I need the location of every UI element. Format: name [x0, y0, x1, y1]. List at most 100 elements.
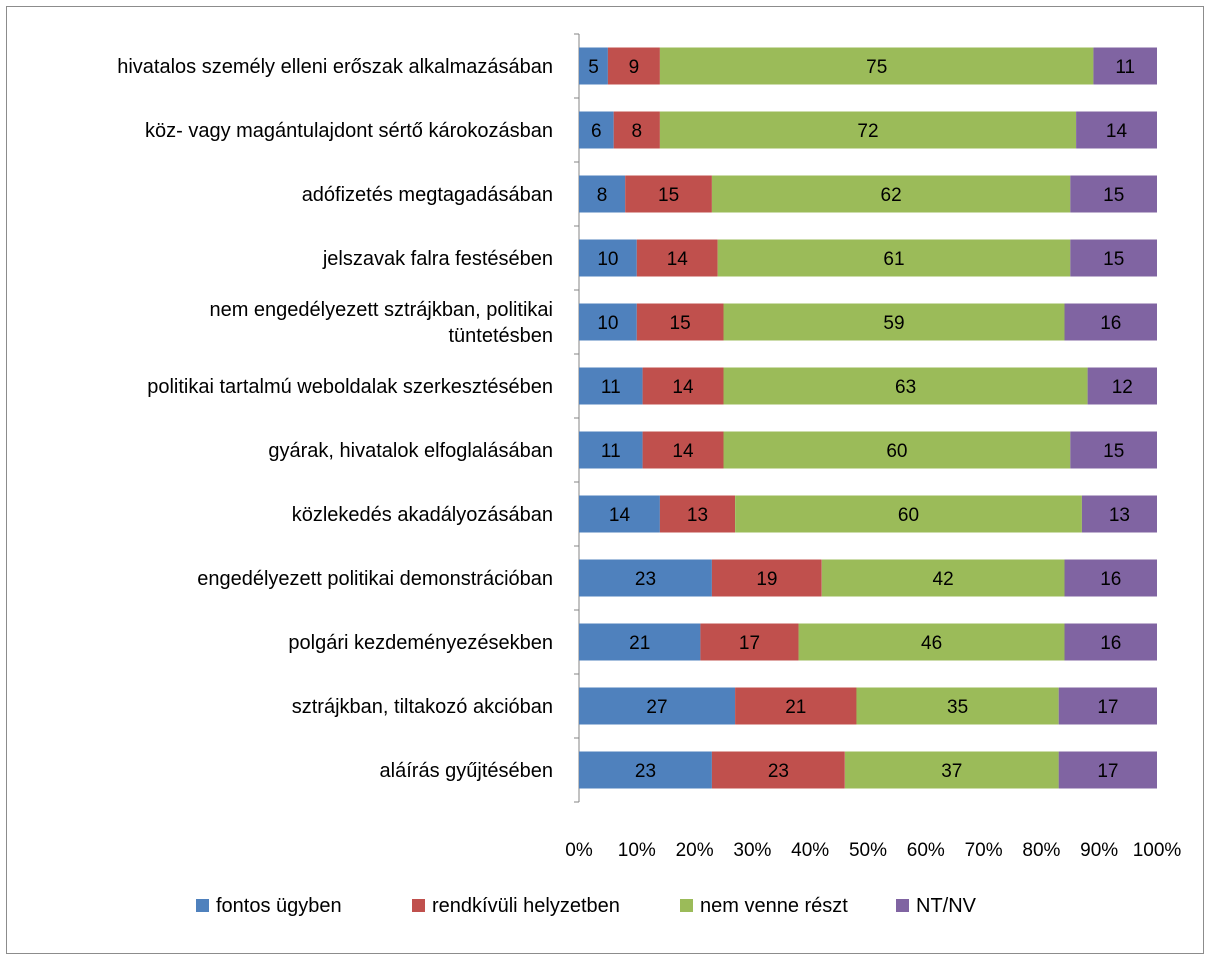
category-label-line: aláírás gyűjtésében — [380, 760, 553, 782]
category-label: hivatalos személy elleni erőszak alkalma… — [117, 56, 553, 78]
data-label: 15 — [1103, 249, 1124, 270]
bar-segment — [723, 367, 1088, 405]
data-label: 11 — [1115, 57, 1135, 78]
bar-segment — [717, 239, 1071, 277]
bar-segment — [579, 687, 736, 725]
category-label: közlekedés akadályozásában — [292, 504, 553, 526]
data-label: 14 — [667, 249, 689, 270]
bar-segment — [607, 47, 660, 85]
bar-segment — [659, 111, 1077, 149]
category-label-line: nem engedélyezett sztrájkban, politikai — [209, 299, 553, 321]
bar-segment — [844, 751, 1059, 789]
category-label-line: politikai tartalmú weboldalak szerkeszté… — [147, 376, 553, 398]
bar-segment — [579, 111, 614, 149]
data-label: 23 — [768, 761, 789, 782]
category-label: gyárak, hivatalok elfoglalásában — [268, 440, 553, 462]
bar-segment — [579, 495, 660, 533]
category-label: jelszavak falra festésében — [322, 248, 553, 270]
bar-segment — [625, 175, 712, 213]
x-tick-label: 10% — [618, 840, 656, 861]
x-tick-label: 50% — [849, 840, 887, 861]
x-tick-labels: 0% 10% 20% 30% 40% 50% 60% 70% 80% 90% 100% — [565, 840, 1181, 861]
bar-segment — [711, 751, 845, 789]
bar-segment — [636, 303, 724, 341]
data-label: 14 — [1106, 121, 1128, 142]
bar-segment — [1081, 495, 1157, 533]
data-label: 17 — [1097, 697, 1118, 718]
data-label: 10 — [597, 249, 618, 270]
bar-segment — [1058, 687, 1157, 725]
legend-label: nem venne részt — [700, 895, 848, 917]
bar-segment — [735, 687, 857, 725]
x-tick-label: 100% — [1133, 840, 1182, 861]
bar-segment — [579, 47, 608, 85]
category-label-line: polgári kezdeményezésekben — [288, 632, 553, 654]
data-label: 13 — [687, 505, 708, 526]
bar-segment — [1070, 239, 1157, 277]
bar-segment — [1087, 367, 1157, 405]
bar-segment — [659, 47, 1094, 85]
bar-segment — [579, 175, 626, 213]
data-label: 15 — [670, 313, 691, 334]
data-label: 9 — [629, 57, 640, 78]
data-label: 37 — [941, 761, 962, 782]
data-label: 27 — [646, 697, 667, 718]
data-label: 35 — [947, 697, 968, 718]
category-label-line: jelszavak falra festésében — [322, 248, 553, 270]
category-label: adófizetés megtagadásában — [302, 184, 553, 206]
bar-segment — [1093, 47, 1157, 85]
data-label: 60 — [898, 505, 919, 526]
bar-segment — [642, 431, 724, 469]
data-label: 11 — [601, 377, 621, 398]
x-tick-label: 30% — [733, 840, 771, 861]
category-label-line: tüntetésben — [448, 325, 553, 347]
data-label: 15 — [658, 185, 679, 206]
legend-label: rendkívüli helyzetben — [432, 895, 620, 917]
x-tick-label: 90% — [1080, 840, 1118, 861]
bar-segment — [579, 239, 637, 277]
data-label: 6 — [591, 121, 602, 142]
bar-segment — [642, 367, 724, 405]
data-label: 8 — [632, 121, 643, 142]
category-label: polgári kezdeményezésekben — [288, 632, 553, 654]
data-label: 15 — [1103, 185, 1124, 206]
bar-segment — [1058, 751, 1157, 789]
category-label: engedélyezett politikai demonstrációban — [197, 568, 553, 590]
data-label: 21 — [629, 633, 650, 654]
category-label-line: hivatalos személy elleni erőszak alkalma… — [117, 56, 553, 78]
data-label: 19 — [756, 569, 777, 590]
category-label: sztrájkban, tiltakozó akcióban — [292, 696, 553, 718]
category-label-line: engedélyezett politikai demonstrációban — [197, 568, 553, 590]
data-label: 17 — [739, 633, 760, 654]
data-label: 21 — [785, 697, 806, 718]
bar-segment — [659, 495, 735, 533]
bar-segment — [1070, 175, 1157, 213]
data-label: 10 — [597, 313, 618, 334]
x-tick-label: 80% — [1022, 840, 1060, 861]
bar-segment — [579, 367, 643, 405]
bar-segment — [856, 687, 1059, 725]
category-label-line: közlekedés akadályozásában — [292, 504, 553, 526]
bar-segment — [700, 623, 799, 661]
data-label: 14 — [672, 441, 694, 462]
bar-segment — [579, 623, 701, 661]
bar-segment — [1070, 431, 1157, 469]
bar-segment — [735, 495, 1082, 533]
category-label-line: gyárak, hivatalok elfoglalásában — [268, 440, 553, 462]
data-label: 8 — [597, 185, 608, 206]
data-label: 62 — [881, 185, 902, 206]
data-label: 12 — [1112, 377, 1133, 398]
data-label: 46 — [921, 633, 942, 654]
data-label: 13 — [1109, 505, 1130, 526]
category-label-line: sztrájkban, tiltakozó akcióban — [292, 696, 553, 718]
legend-label: NT/NV — [916, 895, 977, 917]
data-label: 5 — [588, 57, 599, 78]
data-label: 11 — [601, 441, 621, 462]
data-label: 16 — [1100, 313, 1121, 334]
data-label: 60 — [886, 441, 907, 462]
bar-segment — [579, 751, 712, 789]
bar-segment — [613, 111, 660, 149]
data-label: 75 — [866, 57, 887, 78]
chart-frame — [6, 6, 1204, 954]
